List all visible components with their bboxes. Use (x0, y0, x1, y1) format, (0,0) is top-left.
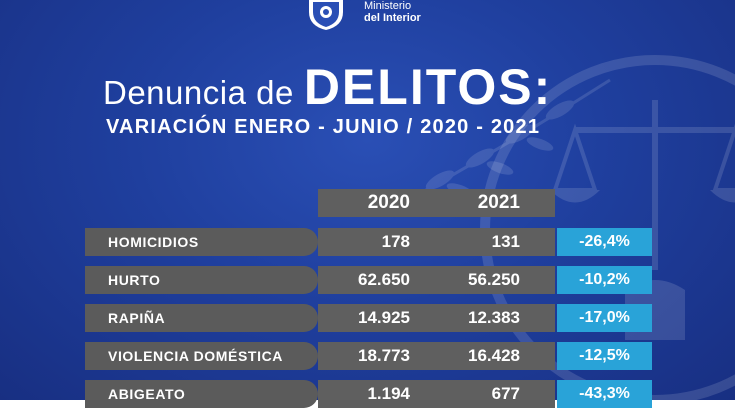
variation-badge: -10,2% (557, 266, 652, 294)
values-box (318, 304, 555, 332)
year-header: 2020 2021 (318, 189, 555, 217)
variation-badge: -26,4% (557, 228, 652, 256)
title-part2: DELITOS: (303, 59, 553, 115)
value-2021: 56.250 (468, 270, 520, 289)
value-2020: 62.650 (358, 270, 410, 289)
category-label: HOMICIDIOS (108, 234, 199, 250)
title-part1: Denuncia de (103, 74, 294, 111)
category-label: VIOLENCIA DOMÉSTICA (108, 348, 283, 364)
variation-badge: -43,3% (557, 380, 652, 408)
ministry-seal-icon (309, 0, 343, 30)
value-2020: 14.925 (358, 308, 410, 327)
value-2021: 16.428 (468, 346, 520, 365)
category-label: RAPIÑA (108, 310, 166, 326)
category-label: ABIGEATO (108, 386, 186, 402)
value-2021: 12.383 (468, 308, 520, 327)
value-2020: 1.194 (367, 384, 410, 403)
category-pill (85, 266, 318, 294)
ministry-line1: Ministerio (364, 0, 412, 12)
variation-badge: -17,0% (557, 304, 652, 332)
year-2020-header: 2020 (367, 192, 410, 213)
ministry-logo-text: Ministerio del Interior (364, 0, 421, 24)
category-label: HURTO (108, 272, 161, 288)
chart-subtitle: VARIACIÓN ENERO - JUNIO / 2020 - 2021 (106, 116, 541, 138)
year-2021-header: 2021 (477, 192, 520, 213)
values-box (318, 266, 555, 294)
value-2021: 131 (491, 232, 520, 251)
value-2021: 677 (491, 384, 520, 403)
values-box (318, 228, 555, 256)
values-box (318, 342, 555, 370)
chart-title: Denuncia de DELITOS: (103, 58, 552, 116)
category-pill (85, 304, 318, 332)
category-pill (85, 228, 318, 256)
variation-badge: -12,5% (557, 342, 652, 370)
value-2020: 18.773 (358, 346, 410, 365)
ministry-line2: del Interior (364, 12, 421, 24)
value-2020: 178 (381, 232, 410, 251)
category-pill (85, 342, 318, 370)
